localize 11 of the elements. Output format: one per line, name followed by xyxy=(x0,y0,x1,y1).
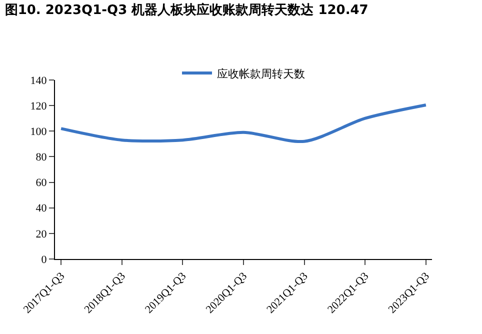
legend-label: 应收帐款周转天数 xyxy=(217,67,305,80)
y-tick-label: 140 xyxy=(30,74,48,87)
y-tick-label: 60 xyxy=(36,177,48,190)
y-tick-label: 100 xyxy=(30,126,48,138)
y-tick-label: 20 xyxy=(36,228,48,240)
y-tick-label: 120 xyxy=(30,100,48,112)
y-tick-label: 40 xyxy=(36,202,48,215)
chart-title: 图10. 2023Q1-Q3 机器人板块应收账款周转天数达 120.47 xyxy=(4,2,368,18)
line-series xyxy=(60,103,428,143)
y-tick-label: 80 xyxy=(36,152,48,164)
y-tick-label: 0 xyxy=(41,254,48,266)
